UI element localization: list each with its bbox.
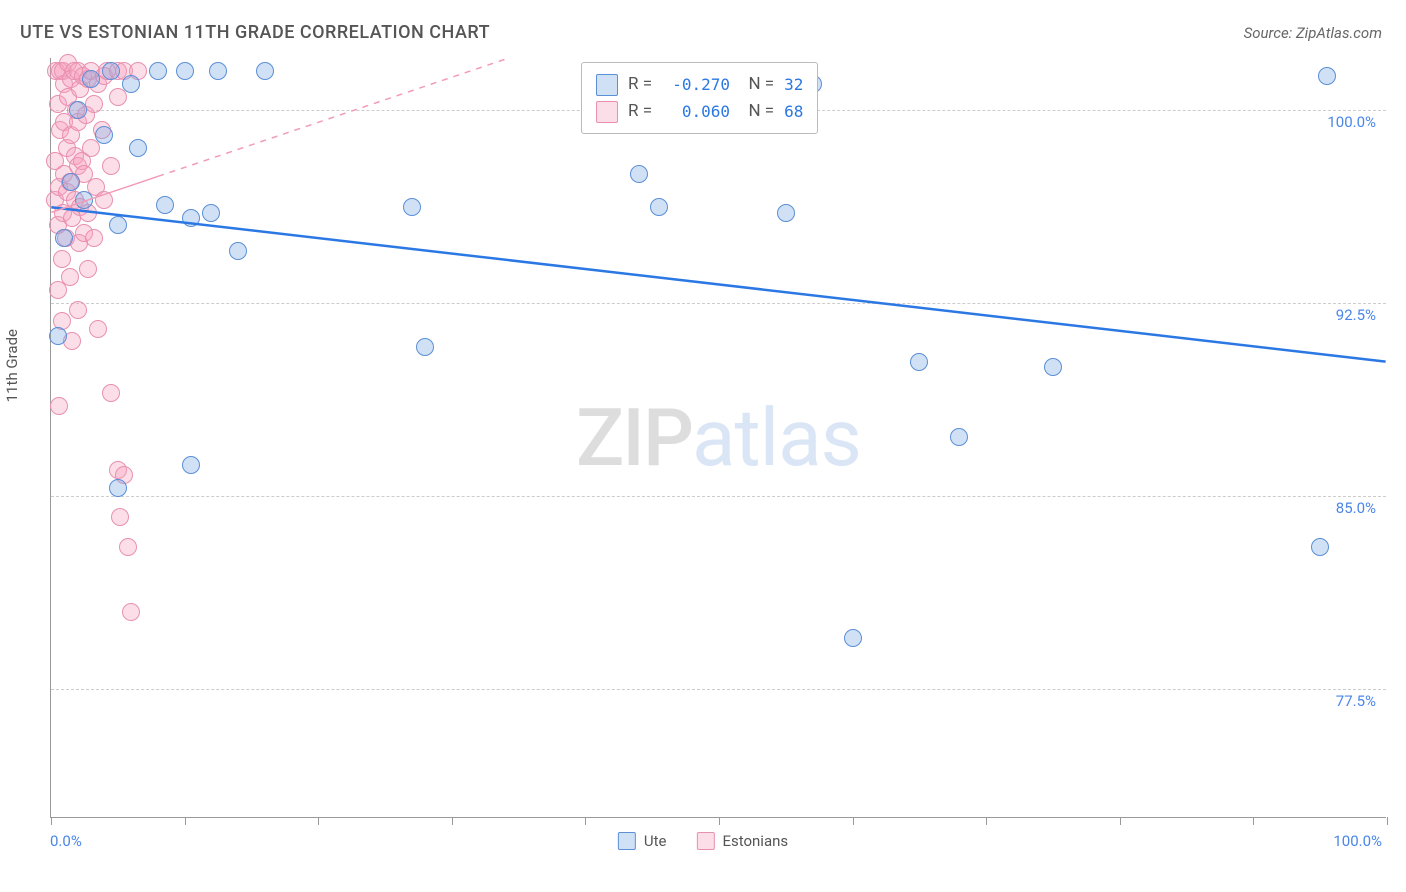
stat-r-value: -0.270 xyxy=(662,72,730,98)
scatter-point-ute xyxy=(129,139,147,157)
scatter-point-ute xyxy=(156,196,174,214)
scatter-point-est xyxy=(102,157,120,175)
legend-item: Ute xyxy=(618,832,667,850)
legend-swatch xyxy=(618,832,636,850)
gridline-h xyxy=(51,689,1386,690)
x-tick xyxy=(853,817,854,825)
y-tick-label: 77.5% xyxy=(1336,692,1376,710)
stats-row: R = 0.060 N = 68 xyxy=(596,98,803,125)
scatter-point-ute xyxy=(109,216,127,234)
scatter-point-ute xyxy=(910,353,928,371)
scatter-point-ute xyxy=(75,191,93,209)
scatter-point-ute xyxy=(950,428,968,446)
y-axis-title: 11th Grade xyxy=(3,329,21,402)
x-axis-max-label: 100.0% xyxy=(1333,832,1382,850)
stats-row: R = -0.270 N = 32 xyxy=(596,71,803,98)
scatter-point-est xyxy=(85,95,103,113)
watermark: ZIPatlas xyxy=(576,391,861,485)
scatter-point-ute xyxy=(82,70,100,88)
scatter-point-ute xyxy=(209,62,227,80)
scatter-point-ute xyxy=(229,242,247,260)
scatter-point-ute xyxy=(630,165,648,183)
gridline-h xyxy=(51,496,1386,497)
stat-n-value: 68 xyxy=(784,99,803,125)
scatter-point-ute xyxy=(403,198,421,216)
scatter-point-ute xyxy=(109,479,127,497)
x-tick xyxy=(719,817,720,825)
plot-area: 100.0% 92.5% 85.0% 77.5% ZIPatlas R = -0.270 … xyxy=(50,58,1386,818)
x-tick xyxy=(318,817,319,825)
scatter-point-ute xyxy=(650,198,668,216)
scatter-point-ute xyxy=(176,62,194,80)
y-tick-label: 92.5% xyxy=(1336,306,1376,324)
scatter-point-est xyxy=(95,191,113,209)
scatter-point-ute xyxy=(1044,358,1062,376)
x-tick xyxy=(585,817,586,825)
legend-swatch xyxy=(596,74,618,96)
x-tick xyxy=(986,817,987,825)
legend-bottom: Ute Estonians xyxy=(618,832,788,850)
scatter-point-ute xyxy=(122,75,140,93)
source-label: Source: ZipAtlas.com xyxy=(1244,24,1382,42)
scatter-point-ute xyxy=(182,456,200,474)
scatter-point-ute xyxy=(1318,67,1336,85)
scatter-point-ute xyxy=(95,126,113,144)
stat-r-value: 0.060 xyxy=(662,99,730,125)
scatter-point-est xyxy=(122,603,140,621)
stat-r-label: R = xyxy=(628,98,652,125)
scatter-point-ute xyxy=(55,229,73,247)
scatter-point-est xyxy=(89,320,107,338)
scatter-point-ute xyxy=(1311,538,1329,556)
legend-label: Ute xyxy=(644,832,667,850)
scatter-point-ute xyxy=(62,173,80,191)
x-tick xyxy=(1120,817,1121,825)
scatter-point-ute xyxy=(844,629,862,647)
scatter-point-est xyxy=(102,384,120,402)
scatter-point-est xyxy=(85,229,103,247)
scatter-point-ute xyxy=(777,204,795,222)
y-tick-label: 85.0% xyxy=(1336,499,1376,517)
scatter-point-est xyxy=(69,301,87,319)
scatter-point-est xyxy=(79,260,97,278)
x-tick xyxy=(51,817,52,825)
scatter-point-ute xyxy=(202,204,220,222)
scatter-point-est xyxy=(111,508,129,526)
scatter-point-ute xyxy=(49,327,67,345)
scatter-point-ute xyxy=(182,209,200,227)
stat-n-label: N = xyxy=(740,98,774,125)
scatter-point-ute xyxy=(102,62,120,80)
legend-label: Estonians xyxy=(722,832,788,850)
x-tick xyxy=(1253,817,1254,825)
x-tick xyxy=(452,817,453,825)
legend-swatch xyxy=(596,101,618,123)
stat-r-label: R = xyxy=(628,71,652,98)
scatter-point-est xyxy=(53,250,71,268)
scatter-point-est xyxy=(61,268,79,286)
scatter-point-est xyxy=(119,538,137,556)
legend-swatch xyxy=(696,832,714,850)
legend-item: Estonians xyxy=(696,832,788,850)
scatter-point-est xyxy=(50,397,68,415)
scatter-point-ute xyxy=(149,62,167,80)
y-tick-label: 100.0% xyxy=(1327,113,1376,131)
gridline-h xyxy=(51,303,1386,304)
trend-lines xyxy=(51,58,1386,817)
x-tick xyxy=(185,817,186,825)
x-tick xyxy=(1387,817,1388,825)
stats-box: R = -0.270 N = 32R = 0.060 N = 68 xyxy=(581,62,818,134)
x-axis-min-label: 0.0% xyxy=(50,832,82,850)
stat-n-value: 32 xyxy=(784,72,803,98)
scatter-point-ute xyxy=(256,62,274,80)
stat-n-label: N = xyxy=(740,71,774,98)
scatter-point-ute xyxy=(69,101,87,119)
chart-title: UTE VS ESTONIAN 11TH GRADE CORRELATION C… xyxy=(20,22,490,43)
scatter-point-ute xyxy=(416,338,434,356)
